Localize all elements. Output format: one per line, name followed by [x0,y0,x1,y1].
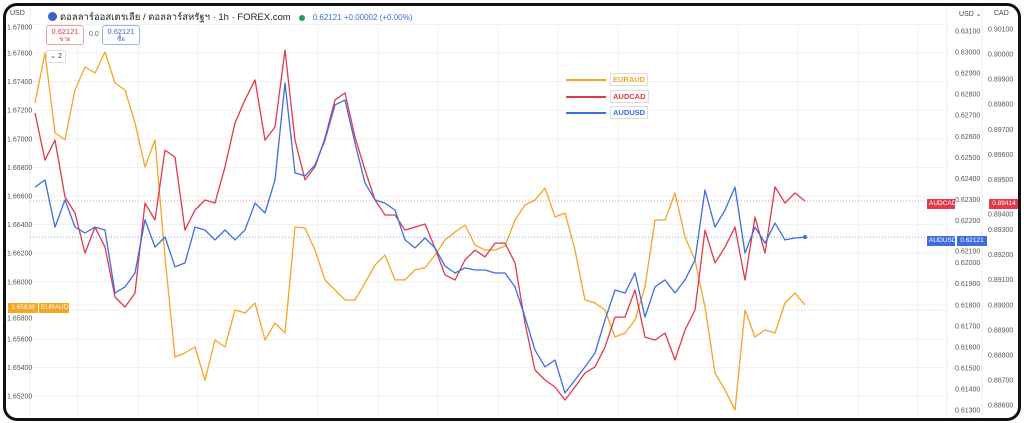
cad-axis-tick-label: 0.89700 [988,127,1013,134]
market-status-icon [298,14,305,21]
left-axis-tick-label: 1.65600 [7,337,32,344]
left-axis-tick-label: 1.65200 [7,394,32,401]
last-point-marker [803,235,807,240]
legend-label: AUDUSD [610,106,649,119]
euraud-price-tag: 1.65838 [8,303,38,313]
usd-axis-tick-label: 0.61600 [955,344,980,351]
buy-button[interactable]: 0.62121 ซื้อ [102,25,140,45]
series-line-audcad [34,49,806,401]
left-axis-tick-label: 1.67400 [7,79,32,86]
usd-axis-tick-label: 0.61900 [955,281,980,288]
left-axis-tick-label: 1.67800 [7,25,32,32]
series-line-euraud [34,51,806,411]
legend-line [566,112,606,114]
cad-axis-tick-label: 0.89000 [988,302,1013,309]
usd-axis-tick-label: 0.62000 [955,260,980,267]
series-lines [34,49,807,411]
left-axis-tick-label: 1.67200 [7,108,32,115]
spread: 0.0 [89,31,99,38]
cad-axis-tick-label: 0.88600 [988,403,1013,410]
sell-button[interactable]: 0.62121 ขาย [46,25,84,45]
usd-axis-tick-label: 0.62400 [955,176,980,183]
grid [29,6,983,418]
left-axis-tick-label: 1.66200 [7,251,32,258]
last-price: 0.62121 [312,13,342,22]
audcad-symbol-tag: AUDCAD [927,199,957,209]
left-axis-tick-label: 1.67000 [7,136,32,143]
left-axis-tick-label: 1.66000 [7,279,32,286]
cad-axis-tick-label: 0.90000 [988,52,1013,59]
usd-axis-tick-label: 0.62300 [955,197,980,204]
legend-line [566,79,606,81]
sell-price: 0.62121 [51,27,79,36]
left-axis-tick-label: 1.67600 [7,51,32,58]
legend-label: AUDCAD [610,90,649,103]
cad-axis-tick-label: 0.89500 [988,177,1013,184]
usd-axis-tick-label: 0.63000 [955,50,980,57]
usd-axis-tick-label: 0.61400 [955,387,980,394]
usd-axis-tick-label: 0.62800 [955,92,980,99]
price-chart[interactable]: 1.67800 1.67600 1.67400 1.67200 1.67000 1.668… [6,6,1021,421]
cad-axis-tick-label: 0.89200 [988,252,1013,259]
euraud-symbol-tag: EURAUD [39,303,69,313]
price-axes: 1.67800 1.67600 1.67400 1.67200 1.67000 1.668… [7,25,1013,415]
cad-axis-tick-label: 0.88900 [988,327,1013,334]
cad-axis-label: CAD [994,10,1009,17]
audusd-price-tag: 0.62121 [957,236,987,246]
cad-axis-tick-label: 0.89400 [988,212,1013,219]
usd-axis-tick-label: 0.61700 [955,323,980,330]
cad-axis-tick-label: 0.89300 [988,227,1013,234]
chart-window: 1.67800 1.67600 1.67400 1.67200 1.67000 1.668… [3,3,1021,421]
series-line-audusd [34,82,806,394]
usd-axis-tick-label: 0.63100 [955,29,980,36]
currency-selector[interactable]: USD [10,10,25,17]
buy-price: 0.62121 [107,27,135,36]
cad-axis-tick-label: 0.88800 [988,352,1013,359]
cad-axis-tick-label: 0.89900 [988,77,1013,84]
audusd-symbol-tag: AUDUSD [927,236,957,246]
usd-axis-tick-label: 0.62600 [955,134,980,141]
left-axis-tick-label: 1.66400 [7,222,32,229]
price-readout: 0.62121 +0.00002 (+0.00%) [313,13,413,22]
usd-axis-tick-label: 0.62500 [955,155,980,162]
left-axis-tick-label: 1.65400 [7,365,32,372]
left-axis-tick-label: 1.66600 [7,194,32,201]
cad-axis-tick-label: 0.89100 [988,277,1013,284]
cad-axis-tick-label: 0.89600 [988,152,1013,159]
chart-header: ดอลลาร์ออสเตรเลีย / ดอลลาร์สหรัฐฯ · 1h ·… [48,10,412,25]
cad-axis-tick-label: 0.89800 [988,102,1013,109]
symbol-logo-icon [48,12,57,21]
usd-axis-tick-label: 0.61500 [955,365,980,372]
usd-axis-tick-label: 0.62900 [955,71,980,78]
usd-axis-tick-label: 0.62700 [955,113,980,120]
audcad-price-tag: 0.89414 [989,199,1018,209]
cad-axis-tick-label: 0.88700 [988,377,1013,384]
usd-axis-tick-label: 0.61800 [955,302,980,309]
legend-label: EURAUD [610,73,649,86]
usd-axis-tick-label: 0.62200 [955,218,980,225]
cad-axis-tick-label: 0.90100 [988,27,1013,34]
symbol-title: ดอลลาร์ออสเตรเลีย / ดอลลาร์สหรัฐฯ · 1h ·… [60,12,291,23]
left-axis-tick-label: 1.66800 [7,165,32,172]
legend-line [566,96,606,98]
usd-axis-tick-label: 0.61300 [955,408,980,415]
chart-title: ดอลลาร์ออสเตรเลีย / ดอลลาร์สหรัฐฯ · 1h ·… [48,10,291,25]
usd-axis-selector[interactable]: USD ⌄ [959,11,982,18]
usd-axis-tick-label: 0.62100 [955,249,980,256]
left-axis-tick-label: 1.65800 [7,316,32,323]
price-change: +0.00002 (+0.00%) [343,13,413,22]
sell-label: ขาย [59,37,71,43]
collapse-indicators-button[interactable]: ⌄ 2 [46,50,66,63]
buy-label: ซื้อ [117,37,125,43]
